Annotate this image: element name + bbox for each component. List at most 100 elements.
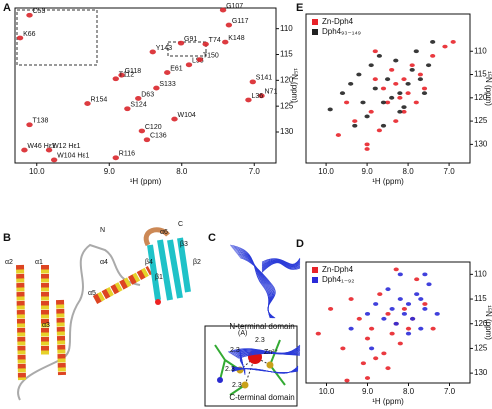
legend-swatch bbox=[312, 277, 318, 283]
peak bbox=[153, 85, 160, 91]
peak bbox=[430, 54, 436, 58]
legend-swatch bbox=[312, 267, 318, 273]
legend-label: Zn-Dph4 bbox=[322, 17, 354, 26]
structure-label: β3 bbox=[180, 241, 188, 248]
y-tick-label: 115 bbox=[474, 294, 487, 303]
ensemble-caption: N-terminal domain bbox=[229, 322, 294, 331]
structure-label: α1 bbox=[35, 259, 43, 266]
x-tick-label: 8.0 bbox=[176, 167, 188, 176]
x-tick-label: 7.0 bbox=[444, 167, 456, 176]
peak bbox=[384, 77, 391, 82]
peak bbox=[401, 311, 407, 316]
peak bbox=[50, 157, 58, 163]
peak-label: W104 bbox=[178, 112, 196, 119]
y-tick-label: 115 bbox=[280, 50, 293, 59]
peak bbox=[340, 346, 346, 351]
legend-label: Zn-Dph4 bbox=[322, 265, 354, 274]
peak-label: C53 bbox=[33, 8, 46, 15]
y-axis-label: ¹⁵N (ppm) bbox=[484, 305, 492, 340]
structure-label: α6 bbox=[160, 229, 168, 236]
peak-label: G107 bbox=[226, 3, 243, 10]
peak-label: T74 bbox=[209, 37, 221, 44]
peak bbox=[377, 292, 383, 297]
structure-cartoon bbox=[16, 227, 191, 401]
peak-label: W104 Hε1 bbox=[57, 153, 89, 160]
y-tick-label: 130 bbox=[280, 127, 294, 136]
y-tick-label: 130 bbox=[474, 368, 488, 377]
peak bbox=[348, 297, 354, 301]
peak bbox=[414, 277, 420, 282]
peak bbox=[405, 302, 412, 306]
peak bbox=[393, 119, 399, 123]
peak bbox=[84, 101, 91, 106]
peak bbox=[372, 77, 378, 82]
peak bbox=[335, 133, 341, 137]
helix-a3 bbox=[56, 299, 66, 376]
peak bbox=[417, 77, 423, 82]
zinc-site bbox=[155, 299, 161, 305]
structure-label: α2 bbox=[5, 259, 13, 266]
ensemble-trace bbox=[231, 353, 301, 373]
x-tick-label: 7.0 bbox=[249, 167, 261, 176]
peak-label: K148 bbox=[228, 35, 244, 42]
peak bbox=[422, 307, 428, 311]
peak bbox=[376, 54, 382, 58]
peak bbox=[364, 142, 370, 147]
y-axis-label: ¹⁵N (ppm) bbox=[484, 71, 492, 106]
peak bbox=[385, 287, 391, 292]
peak bbox=[21, 147, 28, 153]
y-tick-label: 110 bbox=[474, 269, 487, 278]
legend-label: Dph4₉₃₋₁₄₉ bbox=[322, 27, 361, 36]
peak bbox=[389, 331, 395, 336]
zoom-region-source bbox=[167, 41, 207, 57]
x-tick-label: 7.0 bbox=[444, 387, 456, 396]
structure-label: α5 bbox=[88, 290, 96, 297]
peak bbox=[327, 107, 333, 112]
peak bbox=[405, 81, 411, 86]
peak bbox=[397, 272, 403, 277]
peak-label: S124 bbox=[130, 102, 146, 109]
structure-label: C bbox=[178, 221, 183, 228]
peak bbox=[202, 41, 209, 47]
peak bbox=[356, 316, 362, 321]
peak bbox=[380, 123, 387, 128]
x-tick-label: 8.0 bbox=[403, 387, 415, 396]
peak-label: S141 bbox=[256, 75, 272, 82]
peak bbox=[364, 311, 371, 316]
ensemble-bundles bbox=[227, 244, 301, 376]
inset-label: (A) bbox=[238, 330, 247, 337]
peak bbox=[401, 307, 407, 311]
structure-label: β2 bbox=[193, 259, 201, 266]
inset-label: 2.3 bbox=[255, 337, 265, 344]
peak bbox=[381, 351, 387, 356]
y-tick-label: 125 bbox=[474, 116, 488, 125]
peak-label: L36 bbox=[251, 93, 263, 100]
peak bbox=[219, 7, 227, 13]
beta-strands bbox=[147, 237, 191, 301]
peak bbox=[16, 35, 24, 41]
peak bbox=[430, 326, 436, 331]
peak bbox=[380, 86, 387, 91]
peak bbox=[171, 116, 178, 122]
inset-label: 2.3 bbox=[232, 382, 242, 389]
peak-label: T150 bbox=[203, 53, 219, 60]
peak-label: C120 bbox=[145, 124, 162, 131]
peak bbox=[389, 307, 395, 311]
inset-label: 2.3 bbox=[230, 347, 240, 354]
peak bbox=[376, 128, 382, 133]
peak bbox=[405, 91, 411, 96]
peak bbox=[373, 356, 379, 361]
legend-swatch bbox=[312, 29, 318, 35]
x-tick-label: 9.0 bbox=[104, 167, 116, 176]
legend-swatch bbox=[312, 19, 318, 25]
peak bbox=[425, 63, 432, 68]
structure-label: α4 bbox=[100, 259, 108, 266]
peak bbox=[430, 40, 436, 44]
structure-label: β1 bbox=[155, 274, 163, 281]
plot-frame bbox=[305, 261, 471, 384]
peak bbox=[410, 316, 416, 321]
peak bbox=[389, 95, 395, 100]
peak bbox=[413, 49, 419, 54]
x-tick-label: 10.0 bbox=[318, 167, 334, 176]
